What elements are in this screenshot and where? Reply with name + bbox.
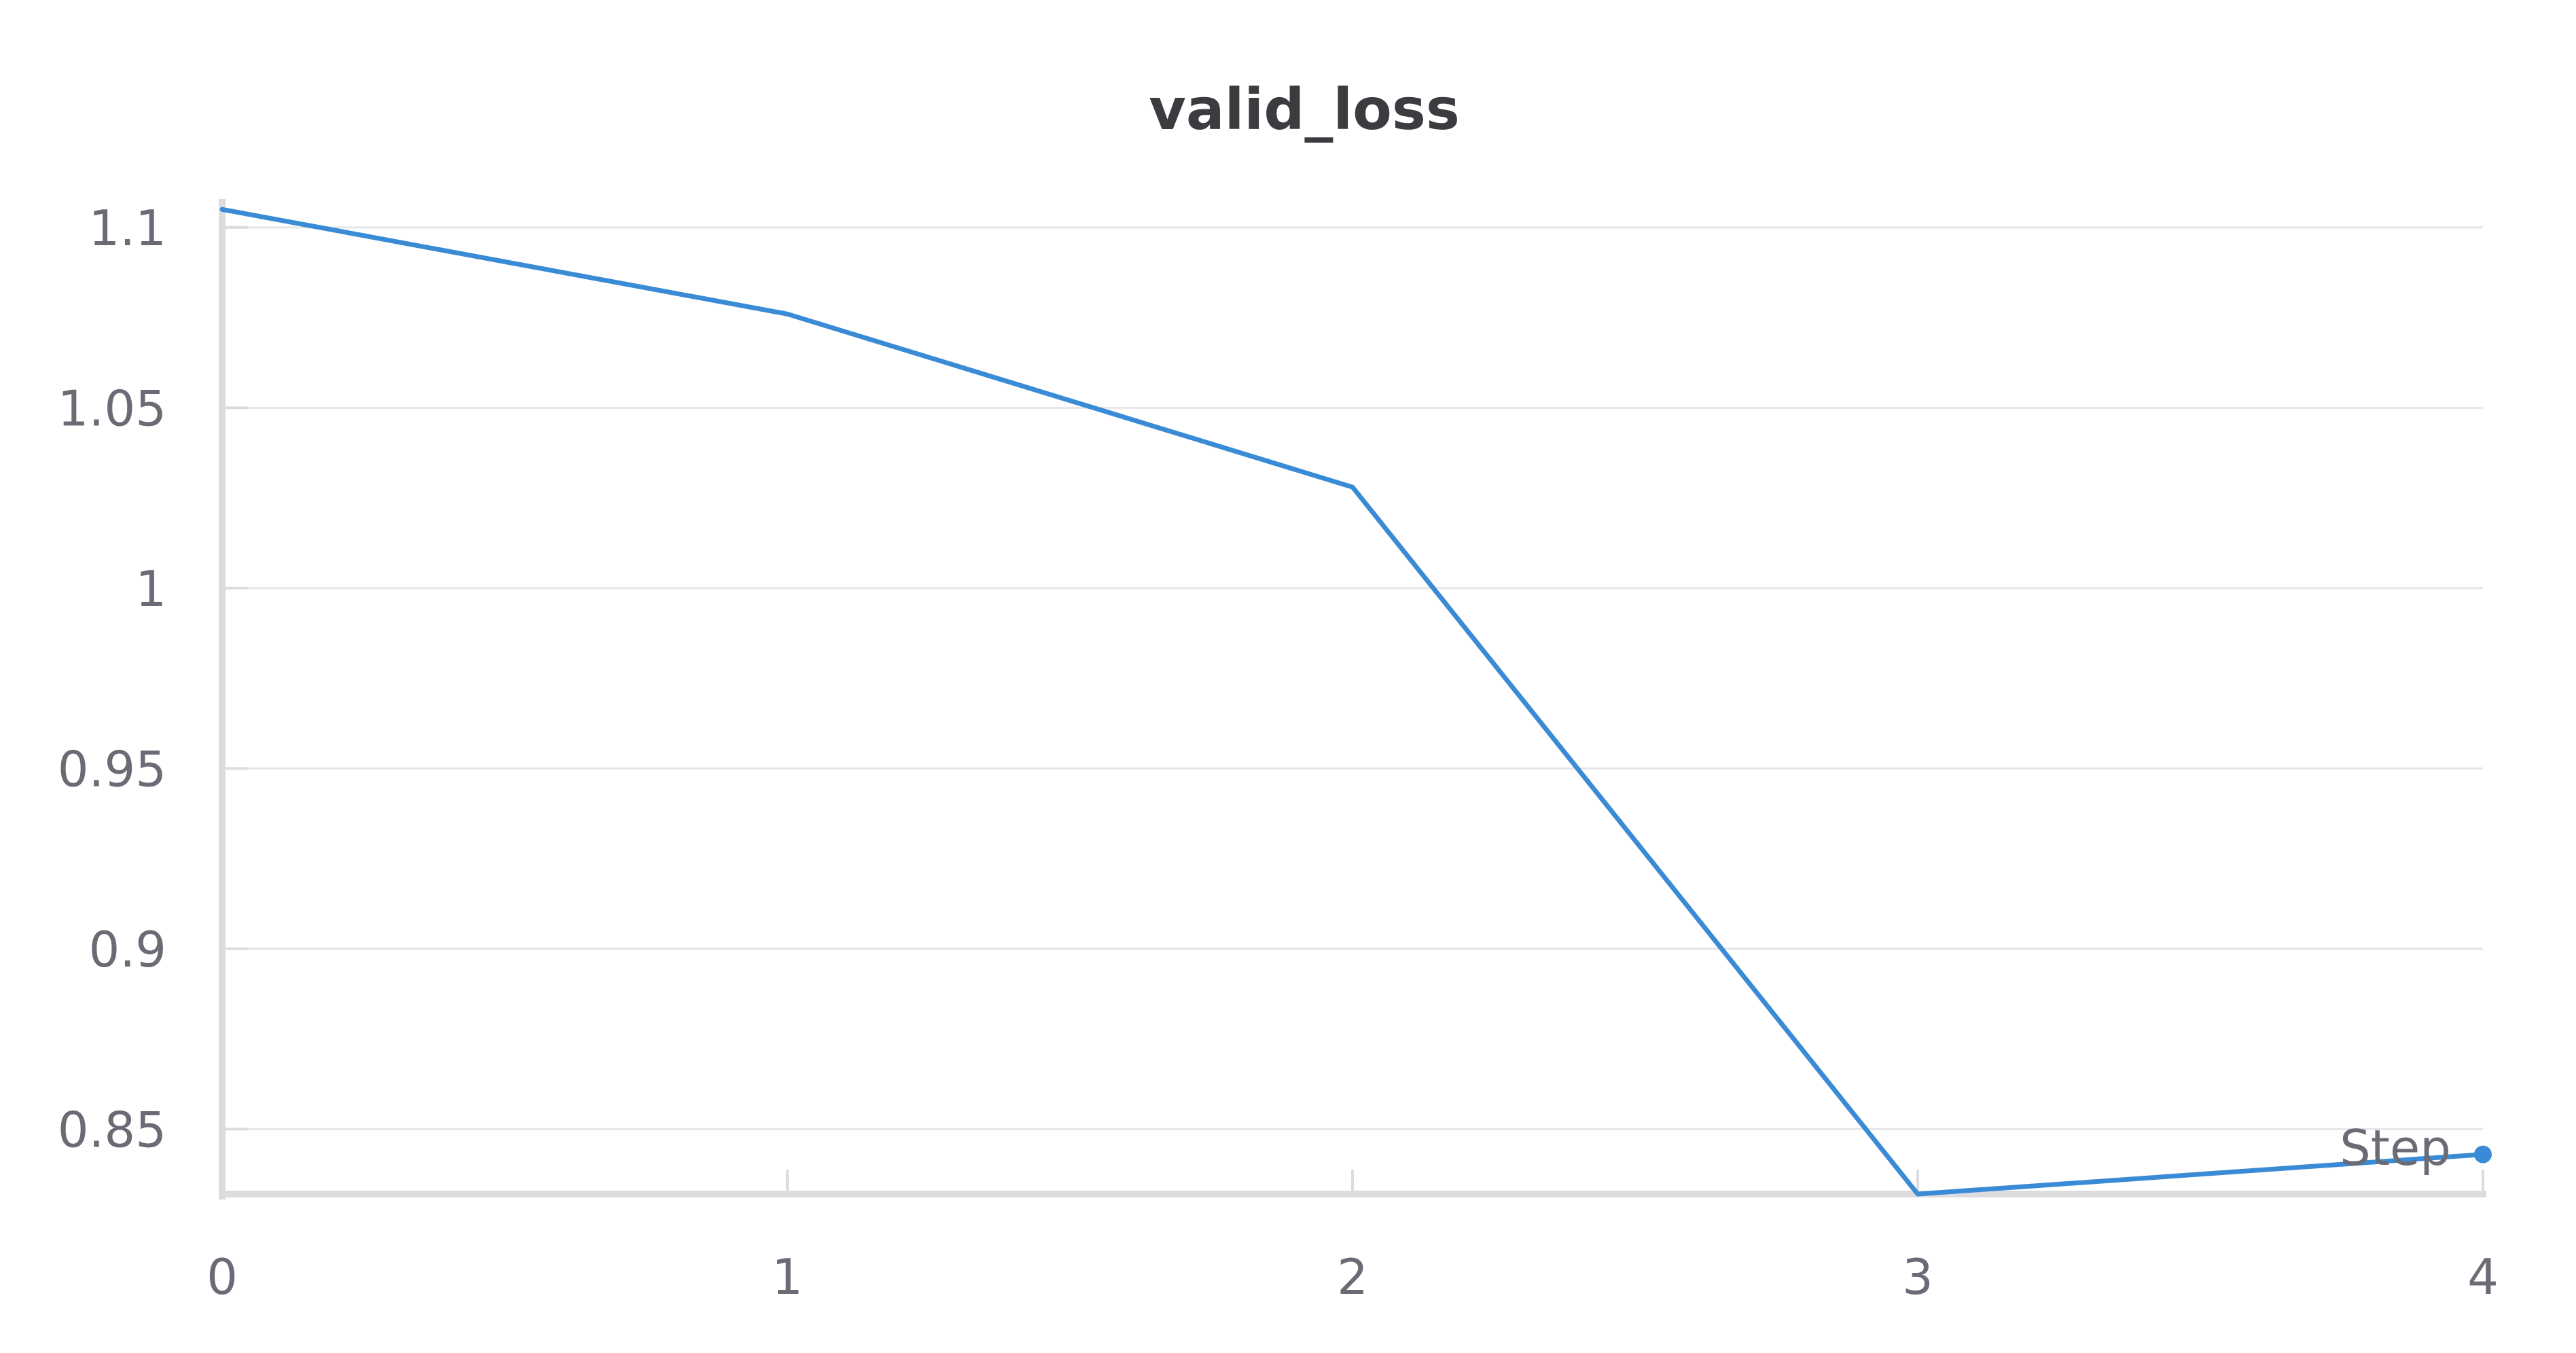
x-tick-label: 3 xyxy=(1902,1248,1933,1305)
y-tick-label: 1 xyxy=(135,560,166,617)
axis-layer xyxy=(219,199,2486,1199)
series-end-point xyxy=(2474,1145,2492,1163)
y-tick-label: 0.95 xyxy=(58,740,166,797)
x-tick-label: 4 xyxy=(2467,1248,2499,1305)
grid-layer xyxy=(222,226,2483,1130)
y-tick-label: 0.9 xyxy=(88,921,166,978)
x-tick-label: 0 xyxy=(207,1248,238,1305)
x-tick-label: 2 xyxy=(1337,1248,1368,1305)
y-tick-label: 0.85 xyxy=(58,1101,166,1158)
y-tick-label: 1.05 xyxy=(58,380,166,437)
series-line xyxy=(219,206,2486,1197)
y-tick-label: 1.1 xyxy=(88,200,166,257)
line-layer xyxy=(219,206,2492,1197)
x-axis-label: Step xyxy=(2340,1119,2451,1176)
chart-title: valid_loss xyxy=(1149,76,1460,143)
x-tick-label: 1 xyxy=(772,1248,803,1305)
label-layer: 0.85 0.9 0.95 1 1.05 1.1 0 1 2 3 4 xyxy=(58,200,2499,1305)
